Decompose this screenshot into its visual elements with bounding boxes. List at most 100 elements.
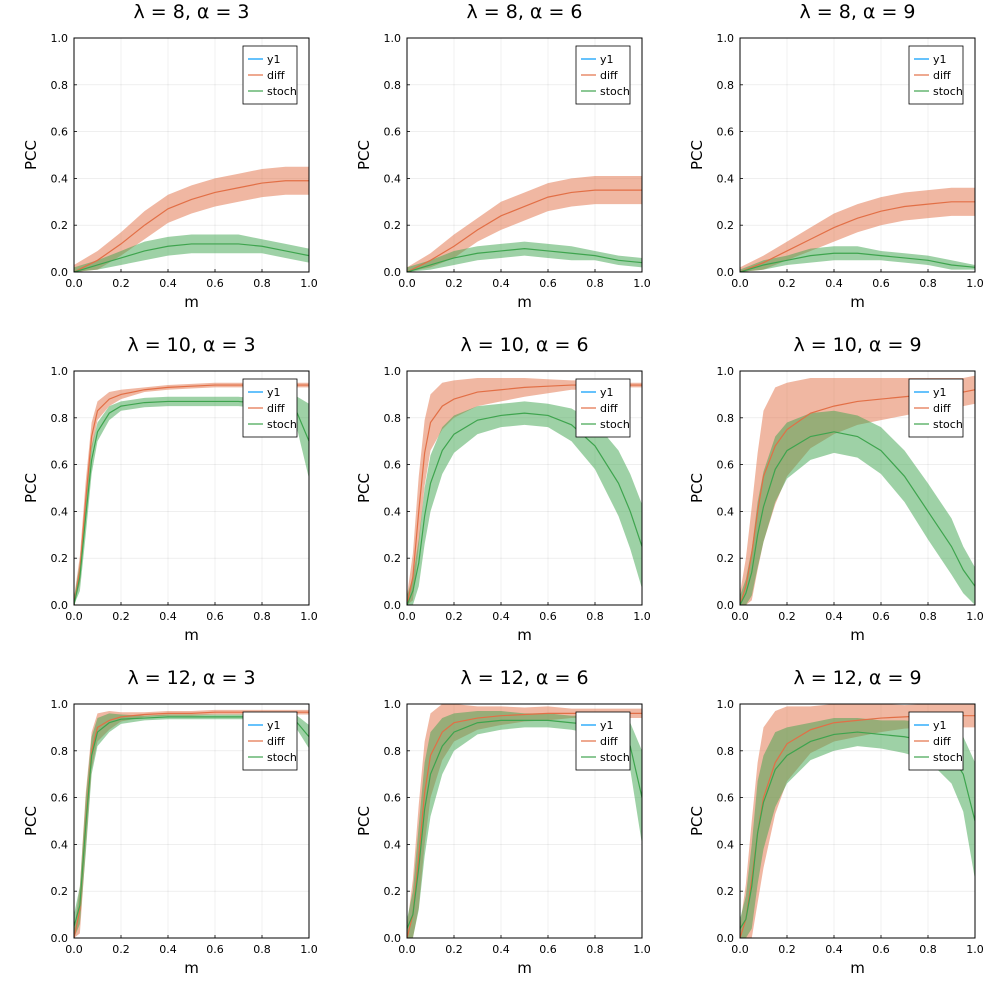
x-tick-label: 0.2	[778, 610, 796, 623]
x-axis-label: m	[184, 626, 199, 644]
band-stoch	[407, 241, 642, 272]
band-diff	[407, 378, 642, 605]
legend-label-y1: y1	[933, 53, 947, 66]
axes-frame	[406, 703, 643, 939]
y-axis-label: PCC	[22, 806, 40, 836]
y-tick-label: 0.0	[717, 599, 735, 612]
y-tick-label: 0.2	[717, 219, 735, 232]
legend-label-stoch: stoch	[600, 418, 630, 431]
legend: y1 diff stoch	[908, 45, 964, 105]
y-tick-label: 0.6	[717, 459, 735, 472]
axes-frame	[739, 703, 976, 939]
x-tick-label: 0.8	[253, 943, 271, 956]
panel-title: λ = 12, α = 9	[793, 667, 921, 689]
y-tick-label: 1.0	[717, 32, 735, 45]
x-tick-label: 0.4	[492, 277, 510, 290]
legend-label-y1: y1	[267, 719, 281, 732]
legend-label-diff: diff	[600, 735, 618, 748]
x-axis-label: m	[517, 293, 532, 311]
legend-label-diff: diff	[933, 735, 951, 748]
x-tick-label: 0.2	[445, 610, 463, 623]
panel-2: 0.0 0.2 0.4 0.6 0.8 1.0 0.0 0.2 0.4 0.6 0.8 1.0 λ = …	[355, 1, 651, 311]
panel-title: λ = 10, α = 3	[127, 334, 255, 356]
x-tick-label: 0.0	[731, 943, 749, 956]
legend-label-stoch: stoch	[933, 85, 963, 98]
legend-label-diff: diff	[600, 69, 618, 82]
x-tick-label: 0.8	[586, 610, 604, 623]
x-tick-label: 0.4	[492, 610, 510, 623]
y-tick-label: 0.6	[51, 792, 69, 805]
series-layer	[74, 166, 309, 272]
x-tick-label: 0.4	[825, 277, 843, 290]
y-axis-label: PCC	[22, 140, 40, 170]
x-tick-label: 0.4	[159, 943, 177, 956]
y-tick-label: 0.2	[51, 552, 69, 565]
legend: y1 diff stoch	[242, 378, 298, 438]
y-tick-label: 1.0	[51, 32, 69, 45]
axes-frame	[73, 37, 310, 273]
panel-5: 0.0 0.2 0.4 0.6 0.8 1.0 0.0 0.2 0.4 0.6 0.8 1.0 λ = …	[355, 334, 651, 644]
x-tick-label: 0.4	[825, 610, 843, 623]
y-tick-label: 1.0	[51, 365, 69, 378]
band-diff	[74, 382, 309, 605]
x-tick-label: 0.6	[872, 610, 890, 623]
y-tick-label: 0.2	[384, 885, 402, 898]
x-tick-label: 1.0	[300, 943, 318, 956]
y-axis-label: PCC	[355, 140, 373, 170]
x-tick-label: 0.6	[539, 277, 557, 290]
band-diff	[407, 176, 642, 272]
y-tick-label: 0.8	[51, 412, 69, 425]
y-tick-label: 1.0	[384, 32, 402, 45]
y-tick-label: 1.0	[384, 698, 402, 711]
x-tick-label: 0.0	[398, 277, 416, 290]
legend-label-stoch: stoch	[933, 418, 963, 431]
band-stoch	[74, 713, 309, 938]
y-tick-label: 0.8	[717, 745, 735, 758]
x-tick-label: 0.6	[872, 277, 890, 290]
legend-label-diff: diff	[267, 69, 285, 82]
x-tick-label: 0.0	[65, 277, 83, 290]
panel-7: 0.0 0.2 0.4 0.6 0.8 1.0 0.0 0.2 0.4 0.6 0.8 1.0 λ = …	[22, 667, 318, 977]
legend-label-stoch: stoch	[600, 751, 630, 764]
y-tick-label: 1.0	[717, 698, 735, 711]
panel-3: 0.0 0.2 0.4 0.6 0.8 1.0 0.0 0.2 0.4 0.6 0.8 1.0 λ = …	[688, 1, 984, 311]
y-tick-label: 0.4	[717, 172, 735, 185]
x-tick-label: 0.4	[159, 277, 177, 290]
panel-title: λ = 10, α = 9	[793, 334, 921, 356]
y-tick-label: 0.8	[384, 79, 402, 92]
y-tick-label: 0.2	[51, 219, 69, 232]
panel-title: λ = 12, α = 3	[127, 667, 255, 689]
band-stoch	[407, 401, 642, 605]
series-layer	[740, 187, 975, 272]
y-tick-label: 0.8	[384, 745, 402, 758]
y-tick-label: 0.4	[717, 505, 735, 518]
legend-label-y1: y1	[933, 719, 947, 732]
axes-frame	[406, 37, 643, 273]
panel-title: λ = 12, α = 6	[460, 667, 588, 689]
legend: y1 diff stoch	[242, 45, 298, 105]
x-tick-label: 0.8	[919, 943, 937, 956]
legend: y1 diff stoch	[575, 711, 631, 771]
legend-label-stoch: stoch	[267, 418, 297, 431]
x-tick-label: 0.0	[398, 943, 416, 956]
y-tick-label: 0.8	[717, 79, 735, 92]
x-axis-label: m	[850, 959, 865, 977]
panel-9: 0.0 0.2 0.4 0.6 0.8 1.0 0.0 0.2 0.4 0.6 0.8 1.0 λ = …	[688, 667, 984, 977]
x-tick-label: 0.0	[731, 277, 749, 290]
x-tick-label: 0.8	[253, 277, 271, 290]
y-axis-label: PCC	[688, 806, 706, 836]
x-tick-label: 0.2	[112, 277, 130, 290]
legend-label-stoch: stoch	[933, 751, 963, 764]
y-tick-label: 1.0	[717, 365, 735, 378]
y-tick-label: 0.8	[717, 412, 735, 425]
x-tick-label: 1.0	[966, 610, 984, 623]
x-axis-label: m	[850, 626, 865, 644]
band-stoch	[740, 246, 975, 272]
y-tick-label: 0.0	[384, 932, 402, 945]
legend-label-y1: y1	[600, 53, 614, 66]
x-tick-label: 1.0	[300, 277, 318, 290]
legend: y1 diff stoch	[575, 378, 631, 438]
y-tick-label: 0.2	[384, 219, 402, 232]
line-diff	[74, 180, 309, 272]
x-tick-label: 0.0	[731, 610, 749, 623]
